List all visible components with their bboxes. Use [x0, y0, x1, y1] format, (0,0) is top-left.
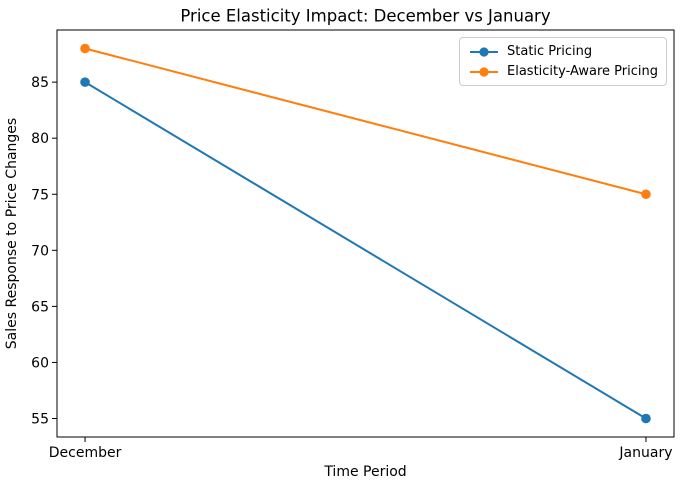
data-point-marker — [80, 77, 90, 87]
data-point-marker — [641, 413, 651, 424]
x-tick-label: January — [618, 445, 672, 461]
data-point-marker — [641, 189, 651, 200]
x-tick-label: December — [49, 445, 122, 461]
y-tick-label: 55 — [31, 412, 49, 428]
x-axis-label: Time Period — [323, 464, 406, 480]
legend: Static Pricing Elasticity-Aware Pricing — [459, 37, 667, 86]
legend-label: Elasticity-Aware Pricing — [507, 64, 658, 79]
data-point-marker — [80, 43, 90, 54]
y-tick-label: 70 — [31, 243, 49, 259]
legend-item: Elasticity-Aware Pricing — [469, 63, 658, 80]
y-tick-label: 85 — [31, 75, 49, 91]
chart-title: Price Elasticity Impact: December vs Jan… — [180, 7, 550, 26]
y-tick-label: 65 — [31, 299, 49, 315]
line-marker-icon — [470, 46, 498, 57]
y-tick-label: 60 — [31, 355, 49, 371]
y-tick-label: 75 — [31, 187, 49, 203]
plot-frame — [56, 29, 675, 438]
series-line — [84, 47, 647, 196]
plot-area: 55 60 65 70 75 80 85 December January — [31, 29, 675, 461]
legend-label: Static Pricing — [507, 44, 593, 59]
y-axis-label: Sales Response to Price Changes — [4, 118, 20, 349]
y-tick-label: 80 — [31, 131, 49, 147]
legend-item: Static Pricing — [469, 43, 658, 60]
line-marker-icon — [470, 66, 498, 77]
series-line — [84, 81, 647, 420]
